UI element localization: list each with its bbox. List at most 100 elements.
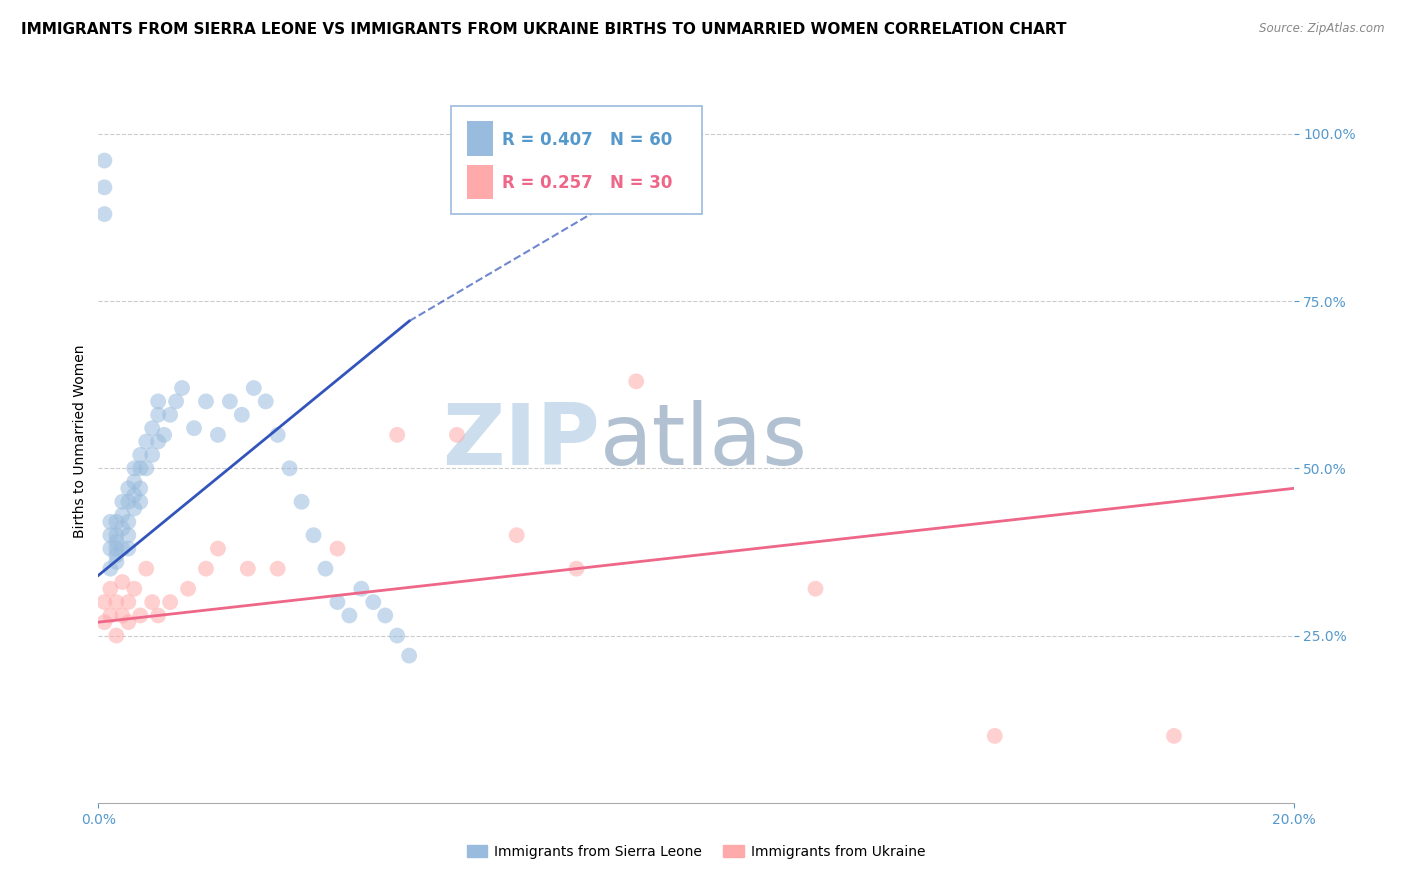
Point (141, 421, 163, 435)
Point (117, 615, 139, 630)
Point (177, 582, 200, 596)
Point (93, 615, 115, 630)
Text: R = 0.407   N = 60: R = 0.407 N = 60 (502, 130, 672, 149)
Point (159, 595, 181, 609)
Point (302, 528, 325, 542)
Point (236, 562, 259, 576)
Point (111, 608, 134, 623)
Point (117, 494, 139, 508)
Point (98, 562, 122, 576)
Point (105, 541, 128, 556)
Point (105, 628, 128, 642)
Point (363, 595, 385, 609)
Point (148, 408, 170, 422)
Point (141, 448, 163, 462)
Point (129, 608, 152, 623)
Point (565, 562, 588, 576)
Point (326, 595, 349, 609)
Point (153, 427, 176, 442)
Point (111, 508, 134, 523)
Point (129, 448, 152, 462)
Point (135, 562, 157, 576)
Point (148, 434, 170, 449)
Point (129, 461, 152, 475)
Point (105, 548, 128, 563)
Point (117, 595, 139, 609)
Point (183, 421, 205, 435)
Point (339, 608, 361, 623)
Point (93, 180, 115, 194)
Point (105, 528, 128, 542)
Point (111, 575, 134, 590)
Point (984, 729, 1007, 743)
Point (207, 541, 229, 556)
Point (350, 582, 373, 596)
FancyBboxPatch shape (467, 165, 494, 200)
Point (506, 528, 529, 542)
Point (172, 381, 194, 395)
Point (148, 394, 170, 409)
Point (278, 461, 301, 475)
Point (111, 521, 134, 535)
Point (141, 595, 163, 609)
Point (98, 528, 122, 542)
Point (148, 608, 170, 623)
Text: IMMIGRANTS FROM SIERRA LEONE VS IMMIGRANTS FROM UKRAINE BIRTHS TO UNMARRIED WOME: IMMIGRANTS FROM SIERRA LEONE VS IMMIGRAN… (21, 22, 1067, 37)
Text: ZIP: ZIP (443, 400, 600, 483)
Point (207, 427, 229, 442)
FancyBboxPatch shape (467, 121, 494, 156)
Point (254, 394, 277, 409)
Point (98, 515, 122, 529)
Point (243, 381, 266, 395)
Point (374, 608, 396, 623)
Point (1163, 729, 1185, 743)
Point (315, 562, 337, 576)
Point (385, 427, 409, 442)
Text: atlas: atlas (600, 400, 808, 483)
Point (117, 482, 139, 496)
Point (98, 582, 122, 596)
Legend: Immigrants from Sierra Leone, Immigrants from Ukraine: Immigrants from Sierra Leone, Immigrants… (461, 839, 931, 864)
Point (105, 595, 128, 609)
Y-axis label: Births to Unmarried Women: Births to Unmarried Women (73, 345, 87, 538)
Point (98, 608, 122, 623)
Point (124, 501, 146, 516)
Point (195, 562, 218, 576)
Point (93, 595, 115, 609)
Point (135, 461, 157, 475)
Point (105, 555, 128, 569)
Point (219, 394, 242, 409)
Point (165, 394, 187, 409)
Text: Source: ZipAtlas.com: Source: ZipAtlas.com (1260, 22, 1385, 36)
Point (117, 541, 139, 556)
Point (446, 427, 468, 442)
Point (98, 541, 122, 556)
Point (129, 494, 152, 508)
Point (117, 515, 139, 529)
Point (93, 207, 115, 221)
Point (804, 582, 827, 596)
Point (231, 408, 253, 422)
Point (159, 408, 181, 422)
Point (267, 427, 290, 442)
Point (129, 482, 152, 496)
Point (124, 582, 146, 596)
Point (626, 375, 648, 389)
Point (291, 494, 314, 508)
Point (124, 461, 146, 475)
Point (105, 515, 128, 529)
FancyBboxPatch shape (451, 105, 702, 214)
Point (111, 541, 134, 556)
Point (93, 153, 115, 168)
Point (135, 434, 157, 449)
Point (124, 488, 146, 502)
Point (398, 648, 420, 663)
Point (267, 562, 290, 576)
Text: R = 0.257   N = 30: R = 0.257 N = 30 (502, 174, 672, 192)
Point (195, 394, 218, 409)
Point (111, 494, 134, 508)
Point (105, 534, 128, 549)
Point (117, 528, 139, 542)
Point (385, 628, 409, 642)
Point (124, 475, 146, 489)
